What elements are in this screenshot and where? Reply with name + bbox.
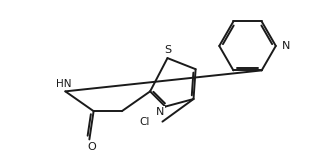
Text: O: O	[88, 142, 97, 152]
Text: N: N	[156, 107, 164, 117]
Text: S: S	[164, 45, 171, 55]
Text: Cl: Cl	[139, 117, 149, 127]
Text: HN: HN	[56, 79, 72, 89]
Text: N: N	[281, 41, 290, 51]
